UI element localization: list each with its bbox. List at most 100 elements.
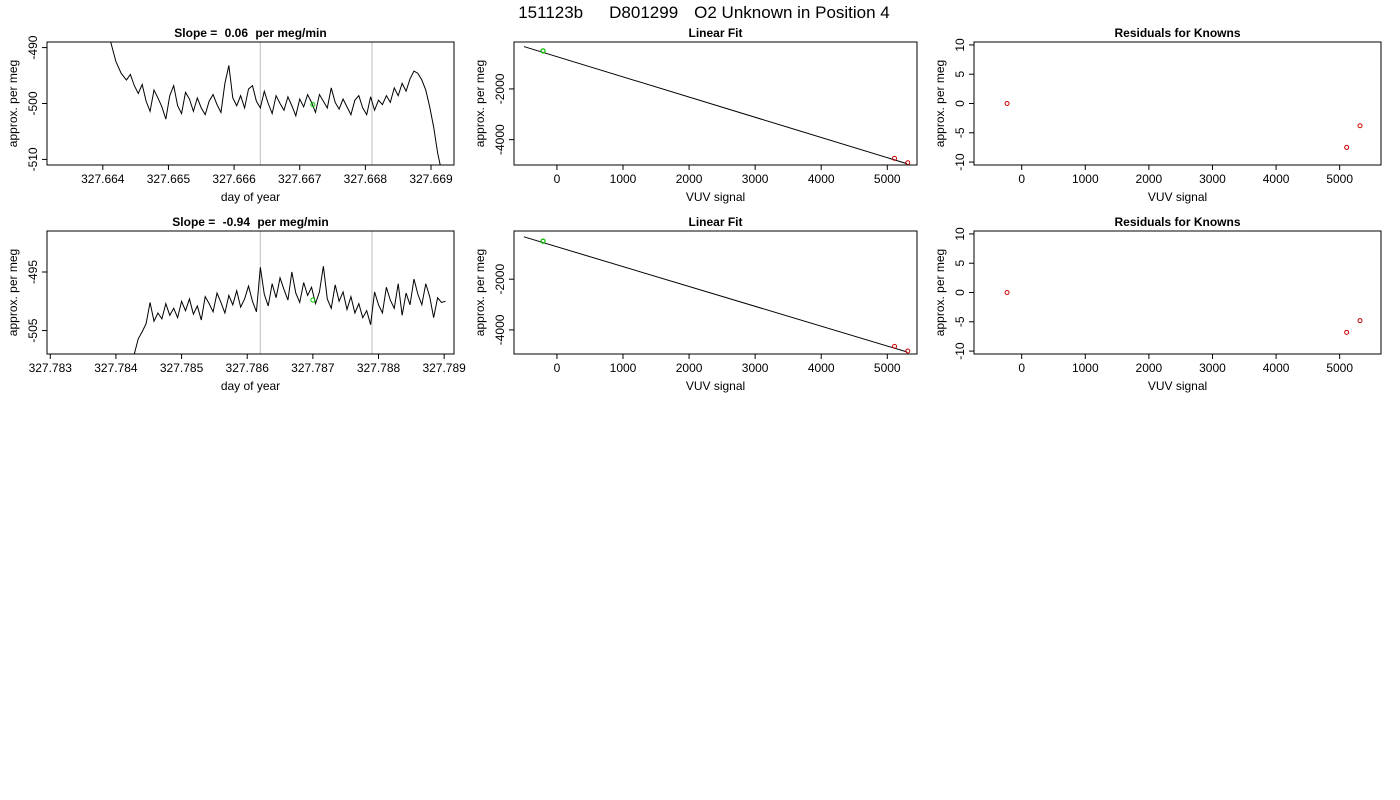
x-axis-label: VUV signal xyxy=(1148,190,1207,204)
x-tick-label: 4000 xyxy=(1263,172,1290,186)
known-point xyxy=(905,348,911,354)
y-tick-label: 0 xyxy=(953,289,967,296)
signal-trace xyxy=(110,42,441,165)
known-point xyxy=(892,155,898,161)
x-tick-label: 5000 xyxy=(1326,172,1353,186)
x-tick-label: 2000 xyxy=(1136,172,1163,186)
y-tick-label: -4000 xyxy=(493,314,507,345)
x-tick-label: 327.667 xyxy=(278,172,322,186)
y-tick-label: -2000 xyxy=(493,73,507,104)
x-tick-label: 5000 xyxy=(874,361,901,375)
panel-title: Residuals for Knowns xyxy=(1114,26,1240,40)
y-tick-label: 10 xyxy=(953,227,967,241)
panel-title: Linear Fit xyxy=(688,26,742,40)
x-axis-label: day of year xyxy=(221,190,280,204)
plot-frame xyxy=(513,41,918,166)
slope-unit: per meg/min xyxy=(254,215,329,229)
sample-id: D801299 xyxy=(609,3,678,22)
x-axis-label: day of year xyxy=(221,379,280,393)
x-tick-label: 3000 xyxy=(1199,361,1226,375)
residual-point xyxy=(1344,329,1350,335)
x-tick-label: 327.784 xyxy=(94,361,138,375)
panel-title-prefix: Slope = xyxy=(172,215,218,229)
x-tick-label: 4000 xyxy=(1263,361,1290,375)
x-tick-label: 327.665 xyxy=(147,172,191,186)
x-tick-label: 327.785 xyxy=(160,361,204,375)
x-tick-label: 0 xyxy=(554,361,561,375)
x-tick-label: 4000 xyxy=(808,172,835,186)
panel-2: Linear Fit 0 1000 2000 3000 4000 5000 -4000 -200… xyxy=(473,26,918,204)
slope-value: -0.94 xyxy=(223,215,251,229)
x-axis-label: VUV signal xyxy=(686,190,745,204)
known-point xyxy=(892,343,898,349)
x-tick-label: 327.786 xyxy=(226,361,270,375)
residual-point xyxy=(1357,318,1363,324)
plot-frame xyxy=(46,41,455,166)
y-tick-label: -4000 xyxy=(493,124,507,155)
panel-3: Residuals for Knowns 0 1000 2000 3000 4000 500… xyxy=(933,26,1382,204)
known-point xyxy=(905,160,911,165)
signal-trace xyxy=(133,266,446,354)
unknown-point xyxy=(540,238,546,244)
y-tick-label: -495 xyxy=(26,260,40,284)
slope-unit: per meg/min xyxy=(252,26,327,40)
panel-1: Slope = 0.06 per meg/min 327.664 327.665 32… xyxy=(6,26,455,204)
x-tick-label: 3000 xyxy=(742,172,769,186)
y-tick-label: -5 xyxy=(953,127,967,138)
y-tick-label: 10 xyxy=(953,38,967,52)
panel-6: Residuals for Knowns 0 1000 2000 3000 4000 500… xyxy=(933,215,1382,393)
plot-frame xyxy=(46,230,455,355)
residual-point xyxy=(1004,101,1010,106)
y-axis-label: approx. per meg xyxy=(933,60,947,147)
x-tick-label: 327.668 xyxy=(344,172,388,186)
x-axis-label: VUV signal xyxy=(1148,379,1207,393)
x-tick-label: 3000 xyxy=(742,361,769,375)
y-axis-label: approx. per meg xyxy=(6,249,20,336)
x-tick-label: 0 xyxy=(554,172,561,186)
residual-point xyxy=(1357,123,1363,129)
x-tick-label: 327.789 xyxy=(422,361,466,375)
fit-line xyxy=(523,46,908,165)
x-tick-label: 1000 xyxy=(610,172,637,186)
x-tick-label: 5000 xyxy=(874,172,901,186)
unknown-point xyxy=(540,48,546,54)
x-tick-label: 0 xyxy=(1018,172,1025,186)
panel-title-prefix: Slope = xyxy=(174,26,220,40)
x-tick-label: 2000 xyxy=(676,361,703,375)
x-tick-label: 327.669 xyxy=(409,172,453,186)
y-axis-label: approx. per meg xyxy=(473,60,487,147)
plot-area xyxy=(1004,101,1363,150)
y-tick-label: 5 xyxy=(953,260,967,267)
plot-area xyxy=(523,46,911,165)
slope-value: 0.06 xyxy=(225,26,249,40)
residual-point xyxy=(1004,290,1010,295)
y-tick-label: -10 xyxy=(953,342,967,360)
figure-title: 151123b D801299 O2 Unknown in Position 4 xyxy=(518,3,890,22)
x-tick-label: 2000 xyxy=(676,172,703,186)
x-tick-label: 2000 xyxy=(1136,361,1163,375)
y-axis-label: approx. per meg xyxy=(6,60,20,147)
y-tick-label: -5 xyxy=(953,316,967,327)
x-tick-label: 0 xyxy=(1018,361,1025,375)
y-tick-label: -510 xyxy=(26,147,40,171)
x-tick-label: 327.666 xyxy=(212,172,256,186)
y-axis-label: approx. per meg xyxy=(933,249,947,336)
y-tick-label: -500 xyxy=(26,91,40,115)
sample-description: O2 Unknown in Position 4 xyxy=(694,3,890,22)
y-tick-label: -10 xyxy=(953,153,967,171)
x-axis-label: VUV signal xyxy=(686,379,745,393)
panel-title: Slope = -0.94 per meg/min xyxy=(172,215,328,229)
plot-frame xyxy=(973,41,1382,166)
mean-marker xyxy=(310,297,316,303)
y-tick-label: -490 xyxy=(26,35,40,59)
residual-point xyxy=(1344,144,1350,150)
y-tick-label: -505 xyxy=(26,318,40,342)
x-tick-label: 1000 xyxy=(610,361,637,375)
y-axis-label: approx. per meg xyxy=(473,249,487,336)
plot-frame xyxy=(973,230,1382,355)
x-tick-label: 1000 xyxy=(1072,172,1099,186)
x-tick-label: 327.664 xyxy=(81,172,125,186)
x-tick-label: 1000 xyxy=(1072,361,1099,375)
panel-title: Linear Fit xyxy=(688,215,742,229)
